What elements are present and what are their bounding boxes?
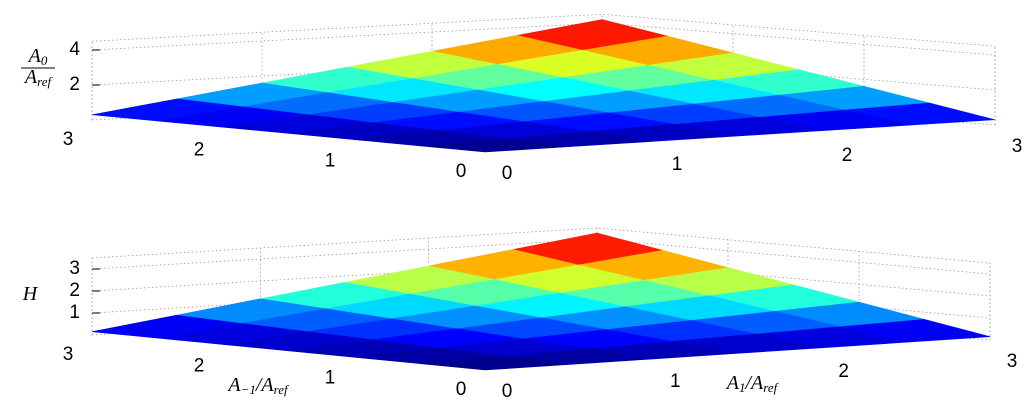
label-part: ref: [37, 74, 53, 89]
label-part: A: [226, 374, 241, 396]
y-tick-label: 1: [325, 150, 336, 171]
x-tick-label: 3: [1012, 136, 1023, 157]
y-tick-label: 3: [63, 129, 74, 150]
x-tick-label: 3: [1007, 351, 1018, 372]
axis-label: A−1/Aref: [226, 374, 290, 397]
label-part: A: [23, 66, 38, 88]
label-part: ref: [274, 382, 290, 397]
z-tick-label: 3: [69, 258, 80, 279]
axis-label: A0: [27, 45, 48, 68]
label-part: ref: [763, 380, 779, 395]
label-part: /A: [744, 372, 764, 394]
y-tick-label: 0: [456, 161, 467, 182]
grid-line: [91, 238, 991, 275]
y-tick-label: 0: [456, 379, 467, 400]
surface-cell: [419, 138, 571, 153]
y-tick-label: 2: [194, 140, 205, 161]
label-part: 1: [739, 380, 746, 395]
x-tick-label: 2: [842, 145, 853, 166]
z-tick-label: 1: [69, 302, 80, 323]
axis-label: H: [22, 283, 39, 305]
label-part: /A: [255, 374, 275, 396]
x-tick-label: 2: [838, 361, 849, 382]
label-part: 0: [41, 53, 48, 68]
x-tick-label: 1: [672, 154, 683, 175]
label-part: A: [725, 372, 740, 394]
x-tick-label: 0: [502, 163, 513, 184]
label-part: A: [27, 45, 42, 67]
surface-cell: [419, 356, 570, 371]
axis-label: A1/Aref: [725, 372, 780, 395]
axis-label: Aref: [23, 66, 54, 89]
y-tick-label: 3: [63, 344, 74, 365]
label-part: −1: [241, 382, 256, 397]
x-tick-label: 1: [670, 371, 681, 392]
label-part: H: [22, 283, 39, 305]
y-tick-label: 1: [325, 367, 336, 388]
z-tick-label: 2: [69, 280, 80, 301]
y-tick-label: 2: [194, 356, 205, 377]
z-tick-label: 2: [69, 74, 80, 95]
x-tick-label: 0: [502, 381, 513, 402]
z-tick-label: 4: [69, 39, 80, 60]
